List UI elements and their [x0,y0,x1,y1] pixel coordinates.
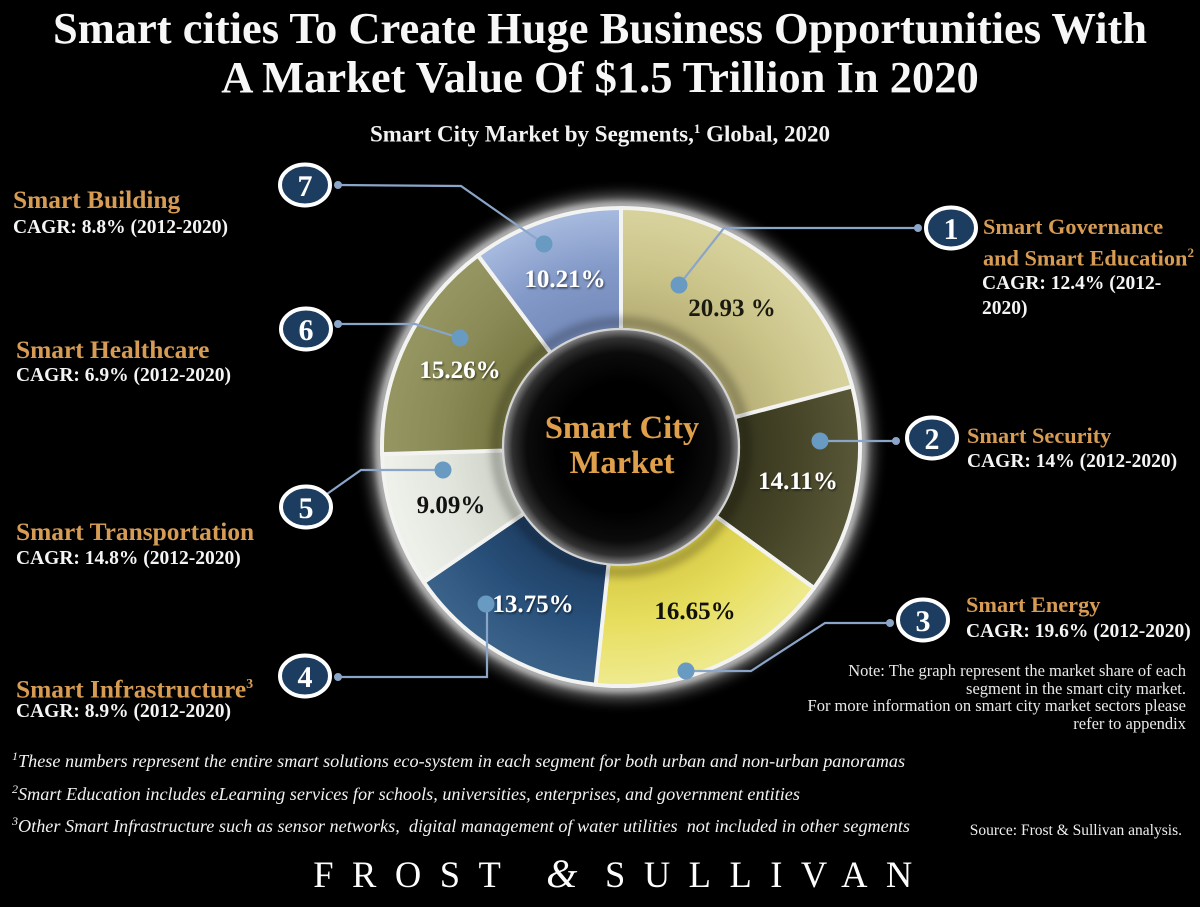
svg-text:6: 6 [299,314,314,347]
svg-text:15.26%: 15.26% [419,357,500,384]
svg-text:14.11%: 14.11% [758,468,838,495]
svg-text:3: 3 [916,605,931,638]
svg-text:10.21%: 10.21% [524,266,605,293]
svg-text:20.93 %: 20.93 % [688,295,776,322]
svg-text:2: 2 [925,423,940,456]
svg-text:16.65%: 16.65% [654,598,735,625]
svg-text:Smart City: Smart City [545,410,699,446]
svg-text:4: 4 [298,661,313,694]
svg-text:7: 7 [298,170,313,203]
svg-text:13.75%: 13.75% [492,591,573,618]
svg-text:1: 1 [944,213,959,246]
svg-text:9.09%: 9.09% [417,492,486,519]
svg-text:5: 5 [299,492,314,525]
svg-text:Market: Market [570,445,675,481]
